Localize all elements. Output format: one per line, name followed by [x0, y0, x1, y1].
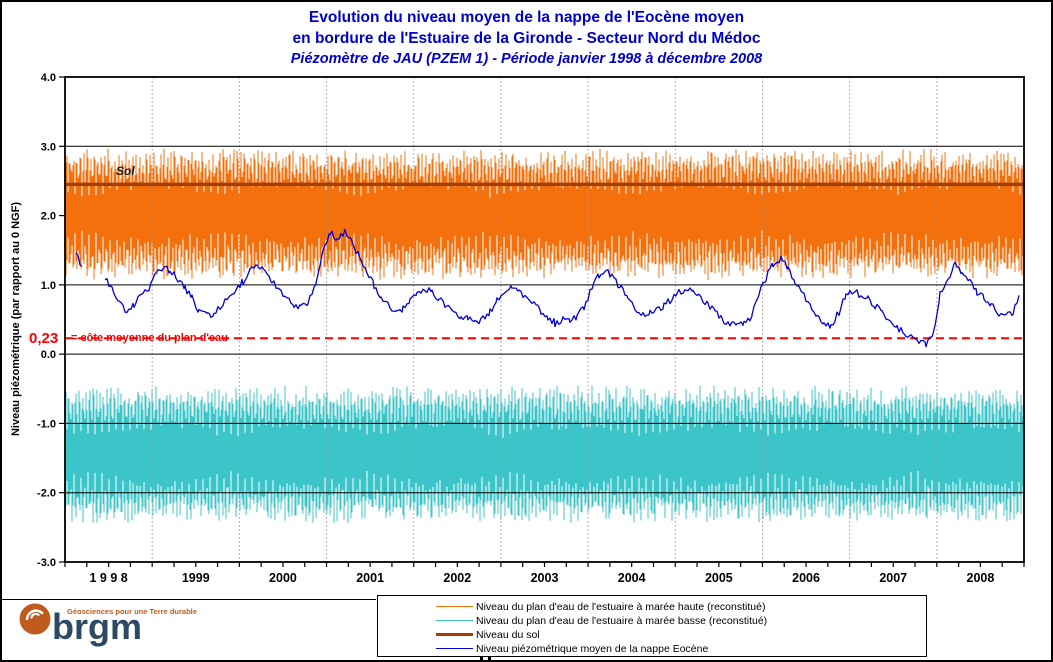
brgm-logo-icon [19, 603, 51, 635]
x-year-label: 2001 [356, 571, 384, 585]
x-year-label: 1 9 9 8 [89, 571, 127, 585]
y-tick-label: 0.0 [41, 349, 56, 361]
y-tick-label: 1.0 [41, 280, 56, 292]
chart-title-line-3: Piézomètre de JAU (PZEM 1) - Période jan… [290, 51, 763, 67]
legend-label-maree-haute: Niveau du plan d'eau de l'estuaire à mar… [476, 600, 766, 613]
y-tick-label: -2.0 [37, 488, 56, 500]
footer-divider [2, 599, 376, 600]
series-maree_haute [65, 148, 1024, 280]
x-year-label: 2005 [705, 571, 733, 585]
x-year-label: 2000 [269, 571, 297, 585]
x-year-label: 2004 [618, 571, 646, 585]
x-year-label: 1999 [182, 571, 210, 585]
legend-item-maree-haute: Niveau du plan d'eau de l'estuaire à mar… [436, 600, 926, 613]
legend-label-sol: Niveau du sol [476, 628, 540, 641]
legend-item-sol: Niveau du sol [436, 628, 926, 641]
legend-line-nappe-icon [436, 648, 473, 649]
y-tick-label: 3.0 [41, 141, 56, 153]
cropped-text-artifact [480, 656, 495, 660]
reference-value-label: 0,23 [29, 330, 59, 347]
legend-item-maree-basse: Niveau du plan d'eau de l'estuaire à mar… [436, 614, 926, 627]
series-maree_basse [65, 385, 1024, 524]
legend-label-maree-basse: Niveau du plan d'eau de l'estuaire à mar… [476, 614, 768, 627]
brgm-logo-tagline: Géosciences pour une Terre durable [67, 607, 197, 616]
y-tick-label: 4.0 [41, 72, 56, 84]
legend-line-sol-icon [436, 633, 473, 636]
legend: Niveau du plan d'eau de l'estuaire à mar… [377, 595, 927, 657]
legend-line-maree-basse-icon [436, 620, 473, 621]
legend-label-nappe: Niveau piézométrique moyen de la nappe E… [476, 642, 709, 655]
y-tick-label: -1.0 [37, 418, 56, 430]
series-nappe_eocene [75, 228, 1020, 348]
brgm-logo-text: brgm [52, 606, 142, 647]
chart-title-line-2: en bordure de l'Estuaire de la Gironde -… [292, 30, 761, 47]
legend-item-nappe: Niveau piézométrique moyen de la nappe E… [436, 642, 926, 655]
chart-title-line-1: Evolution du niveau moyen de la nappe de… [308, 9, 745, 26]
chart-title: Evolution du niveau moyen de la nappe de… [2, 7, 1051, 70]
x-year-label: 2003 [531, 571, 559, 585]
legend-line-maree-haute-icon [436, 606, 473, 607]
x-year-label: 2008 [967, 571, 995, 585]
x-year-label: 2002 [443, 571, 471, 585]
y-tick-label: -3.0 [37, 557, 56, 569]
x-year-label: 2006 [792, 571, 820, 585]
sol-annotation: Sol [116, 164, 135, 178]
y-tick-label: 2.0 [41, 211, 56, 223]
x-year-label: 2007 [879, 571, 907, 585]
reference-line-label: = côte moyenne du plan d'eau [71, 332, 228, 344]
